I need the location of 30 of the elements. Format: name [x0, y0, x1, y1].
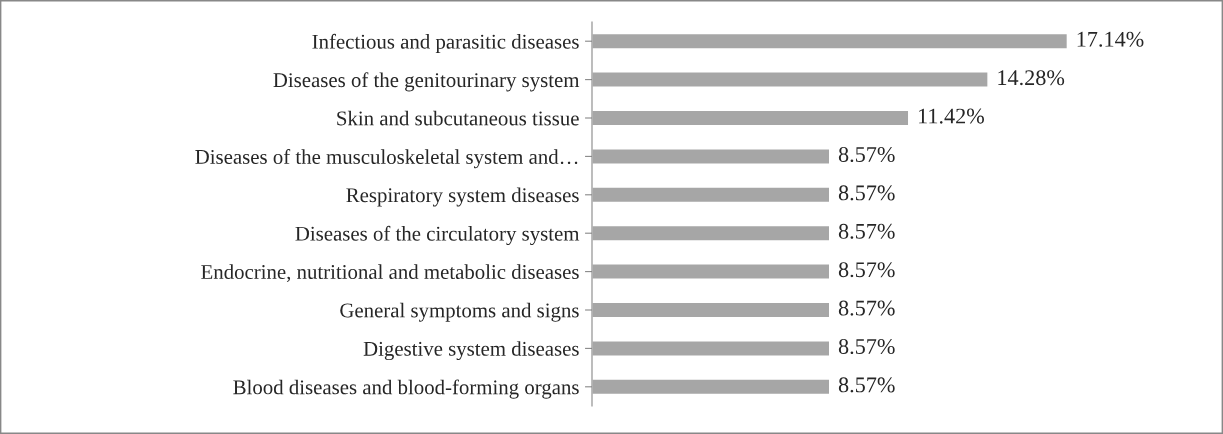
data-label: 8.57%: [838, 185, 895, 201]
bar: [592, 378, 831, 396]
data-label: 8.57%: [838, 377, 895, 393]
bar: [592, 301, 831, 319]
bar: [592, 109, 910, 127]
bar: [592, 224, 831, 242]
data-label: 8.57%: [838, 223, 895, 239]
data-label: 8.57%: [838, 338, 895, 355]
y-tick-label: Diseases of the circulatory system: [295, 225, 580, 246]
data-label: 8.57%: [838, 146, 895, 163]
y-tick-label: Respiratory system diseases: [346, 187, 579, 207]
y-tick-label: Diseases of the genitourinary system: [273, 72, 580, 92]
data-label: 11.42%: [919, 108, 984, 124]
data-label: 14.28%: [998, 70, 1065, 86]
y-tick-label: Digestive system diseases: [363, 341, 579, 361]
y-tick-label: Blood diseases and blood-forming organs: [233, 379, 579, 399]
bar: [592, 71, 989, 88]
y-tick-label: Infectious and parasitic diseases: [312, 33, 579, 53]
bar: [592, 148, 831, 165]
data-label: 8.57%: [838, 300, 895, 316]
data-label: 17.14%: [1077, 31, 1144, 47]
data-label: 8.57%: [838, 262, 895, 278]
y-tick-label: Endocrine, nutritional and metabolic diseases: [201, 264, 579, 283]
bar: [592, 186, 831, 204]
bar: [592, 340, 831, 357]
y-tick-label: Diseases of the musculoskeletal system and…: [195, 149, 578, 169]
bar: [592, 263, 831, 280]
y-tick-label: General symptoms and signs: [340, 302, 579, 322]
bar: [592, 32, 1069, 50]
y-tick-label: Skin and subcutaneous tissue: [337, 110, 579, 126]
